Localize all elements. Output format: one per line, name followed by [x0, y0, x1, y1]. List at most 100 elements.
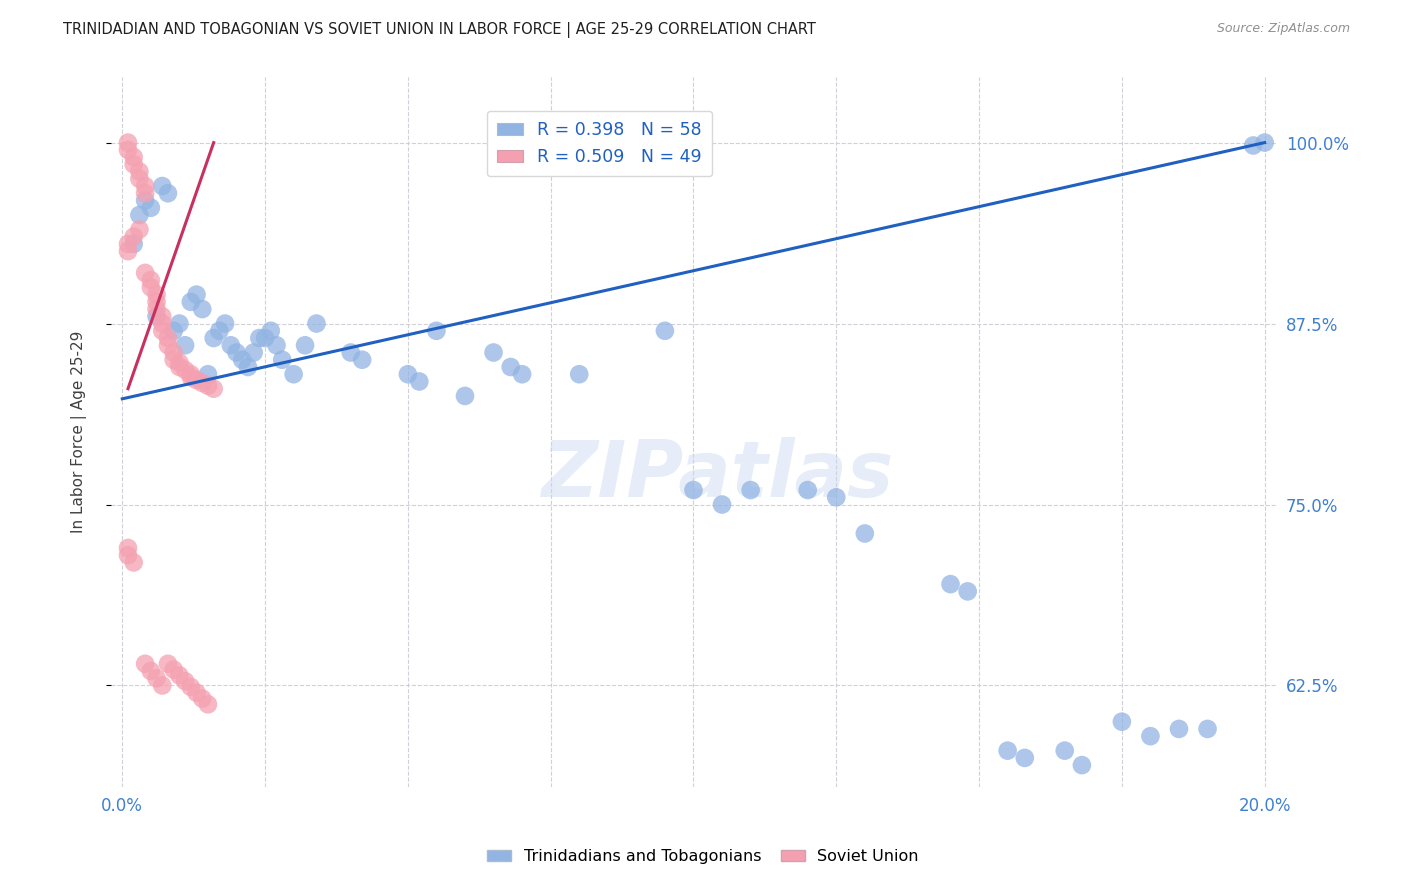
Point — [186, 287, 208, 301]
Point — [1014, 751, 1036, 765]
Point — [339, 345, 361, 359]
Point — [1241, 138, 1264, 153]
Point — [122, 157, 145, 171]
Point — [1197, 722, 1219, 736]
Point — [294, 338, 316, 352]
Point — [117, 136, 139, 150]
Point — [396, 368, 419, 382]
Point — [191, 376, 214, 390]
Point — [128, 208, 150, 222]
Point — [202, 331, 225, 345]
Point — [202, 382, 225, 396]
Point — [352, 352, 374, 367]
Point — [711, 498, 734, 512]
Point — [260, 324, 283, 338]
Point — [128, 222, 150, 236]
Point — [156, 338, 179, 352]
Point — [225, 345, 247, 359]
Point — [134, 266, 156, 280]
Point — [145, 310, 167, 324]
Point — [134, 194, 156, 208]
Point — [139, 273, 162, 287]
Point — [117, 236, 139, 251]
Point — [174, 674, 197, 689]
Point — [1111, 714, 1133, 729]
Point — [208, 324, 231, 338]
Point — [156, 657, 179, 671]
Point — [117, 143, 139, 157]
Point — [169, 359, 191, 374]
Point — [510, 368, 533, 382]
Point — [139, 280, 162, 294]
Point — [482, 345, 505, 359]
Point — [1053, 744, 1076, 758]
Point — [191, 691, 214, 706]
Point — [156, 186, 179, 201]
Point — [197, 368, 219, 382]
Point — [128, 164, 150, 178]
Point — [139, 664, 162, 678]
Point — [283, 368, 305, 382]
Point — [186, 373, 208, 387]
Point — [128, 171, 150, 186]
Point — [1139, 729, 1161, 743]
Legend: Trinidadians and Tobagonians, Soviet Union: Trinidadians and Tobagonians, Soviet Uni… — [481, 843, 925, 871]
Point — [180, 680, 202, 694]
Point — [145, 294, 167, 309]
Point — [853, 526, 876, 541]
Point — [134, 657, 156, 671]
Point — [197, 379, 219, 393]
Point — [499, 359, 522, 374]
Point — [197, 698, 219, 712]
Point — [740, 483, 762, 497]
Point — [134, 179, 156, 194]
Point — [186, 686, 208, 700]
Point — [219, 338, 242, 352]
Point — [122, 229, 145, 244]
Point — [654, 324, 676, 338]
Point — [236, 359, 259, 374]
Point — [150, 324, 173, 338]
Point — [1168, 722, 1191, 736]
Point — [169, 317, 191, 331]
Point — [956, 584, 979, 599]
Point — [169, 356, 191, 370]
Point — [150, 678, 173, 692]
Point — [139, 201, 162, 215]
Point — [145, 671, 167, 685]
Point — [271, 352, 294, 367]
Point — [122, 150, 145, 164]
Point — [134, 186, 156, 201]
Point — [150, 310, 173, 324]
Point — [117, 541, 139, 555]
Text: ZIPatlas: ZIPatlas — [541, 437, 893, 513]
Point — [169, 668, 191, 682]
Point — [174, 363, 197, 377]
Point — [163, 324, 186, 338]
Point — [266, 338, 288, 352]
Point — [254, 331, 277, 345]
Point — [247, 331, 270, 345]
Text: TRINIDADIAN AND TOBAGONIAN VS SOVIET UNION IN LABOR FORCE | AGE 25-29 CORRELATIO: TRINIDADIAN AND TOBAGONIAN VS SOVIET UNI… — [63, 22, 815, 38]
Point — [231, 352, 253, 367]
Point — [682, 483, 704, 497]
Point — [180, 294, 202, 309]
Point — [796, 483, 818, 497]
Point — [163, 352, 186, 367]
Point — [214, 317, 236, 331]
Point — [568, 368, 591, 382]
Legend: R = 0.398   N = 58, R = 0.509   N = 49: R = 0.398 N = 58, R = 0.509 N = 49 — [486, 111, 711, 177]
Point — [1070, 758, 1092, 772]
Point — [145, 287, 167, 301]
Point — [191, 302, 214, 317]
Point — [997, 744, 1019, 758]
Point — [122, 236, 145, 251]
Point — [825, 490, 848, 504]
Point — [163, 345, 186, 359]
Point — [408, 375, 430, 389]
Point — [163, 663, 186, 677]
Point — [939, 577, 962, 591]
Point — [305, 317, 328, 331]
Text: Source: ZipAtlas.com: Source: ZipAtlas.com — [1216, 22, 1350, 36]
Point — [150, 317, 173, 331]
